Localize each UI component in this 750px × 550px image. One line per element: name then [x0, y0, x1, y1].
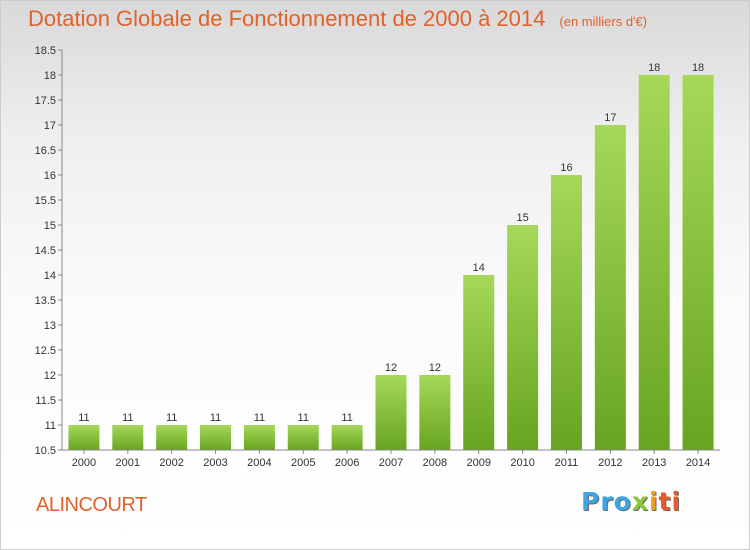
- bar: [112, 425, 144, 450]
- y-tick-label: 16.5: [35, 145, 56, 157]
- x-tick-label: 2014: [686, 457, 710, 469]
- x-tick-label: 2004: [247, 457, 271, 469]
- y-tick-label: 17: [44, 120, 56, 132]
- bar-value-label: 11: [210, 412, 221, 424]
- bars: 11 11 11 11 11 11 11 12 12 14 15 16 17 18 18: [68, 62, 714, 450]
- x-tick-label: 2005: [291, 457, 315, 469]
- proxiti-logo: Proxiti: [581, 487, 681, 516]
- chart-unit: (en milliers d'€): [559, 14, 648, 29]
- chart-title: Dotation Globale de Fonctionnement de 20…: [28, 6, 647, 32]
- bar-value-label: 18: [692, 62, 704, 74]
- logo-part-4: ti: [658, 487, 682, 516]
- bar-value-label: 12: [385, 362, 397, 374]
- y-tick-label: 12.5: [35, 345, 56, 357]
- x-axis: 2000 2001 2002 2003 2004 2005 2006 2007 2008 2009…: [62, 449, 720, 469]
- x-tick-label: 2011: [555, 457, 579, 469]
- bar: [682, 75, 714, 450]
- x-tick-label: 2003: [203, 457, 227, 469]
- x-tick-label: 2002: [159, 457, 183, 469]
- y-tick-label: 11.5: [35, 395, 56, 407]
- bar-value-label: 11: [254, 412, 265, 424]
- bar-value-label: 11: [122, 412, 133, 424]
- x-tick-label: 2001: [116, 457, 140, 469]
- x-tick-label: 2007: [379, 457, 403, 469]
- bar: [419, 375, 451, 450]
- bar: [287, 425, 319, 450]
- x-tick-label: 2012: [598, 457, 622, 469]
- y-tick-label: 13: [44, 320, 56, 332]
- logo-part-3: i: [648, 487, 659, 516]
- bar-value-label: 12: [429, 362, 441, 374]
- bar-value-label: 11: [166, 412, 177, 424]
- bar-value-label: 11: [78, 412, 89, 424]
- logo-part-2: x: [631, 487, 649, 516]
- bar: [68, 425, 100, 450]
- x-tick-label: 2013: [642, 457, 666, 469]
- bar: [200, 425, 232, 450]
- bar: [463, 275, 495, 450]
- bar: [243, 425, 275, 450]
- y-tick-label: 17.5: [35, 95, 56, 107]
- y-tick-label: 12: [44, 370, 56, 382]
- bar-value-label: 16: [560, 162, 572, 174]
- bar-value-label: 17: [604, 112, 616, 124]
- bar: [550, 175, 582, 450]
- bar-value-label: 18: [648, 62, 660, 74]
- x-tick-label: 2000: [72, 457, 96, 469]
- y-tick-label: 16: [44, 170, 56, 182]
- bar-value-label: 11: [298, 412, 309, 424]
- x-tick-label: 2009: [466, 457, 490, 469]
- y-tick-label: 13.5: [35, 295, 56, 307]
- x-tick-label: 2010: [510, 457, 534, 469]
- bar: [375, 375, 407, 450]
- y-axis: 10.5 11 11.5 12 12.5 13 13.5 14 14.5 15 15.5 16 16.5…: [35, 45, 63, 457]
- chart-title-text: Dotation Globale de Fonctionnement de 20…: [28, 6, 546, 31]
- bar-value-label: 14: [473, 262, 485, 274]
- y-tick-label: 14: [44, 270, 56, 282]
- logo-part-1: Pro: [581, 487, 632, 516]
- bar: [331, 425, 363, 450]
- x-tick-label: 2006: [335, 457, 359, 469]
- bar: [638, 75, 670, 450]
- bar: [156, 425, 188, 450]
- y-tick-label: 14.5: [35, 245, 56, 257]
- town-name: ALINCOURT: [36, 494, 147, 516]
- bar-value-label: 11: [341, 412, 352, 424]
- y-tick-label: 18: [44, 70, 56, 82]
- y-tick-label: 10.5: [35, 445, 56, 457]
- bar-value-label: 15: [516, 212, 528, 224]
- y-tick-label: 15.5: [35, 195, 56, 207]
- x-tick-label: 2008: [423, 457, 447, 469]
- y-tick-label: 15: [44, 220, 56, 232]
- bar: [594, 125, 626, 450]
- y-tick-label: 18.5: [35, 45, 56, 57]
- bar: [507, 225, 539, 450]
- y-tick-label: 11: [45, 420, 56, 432]
